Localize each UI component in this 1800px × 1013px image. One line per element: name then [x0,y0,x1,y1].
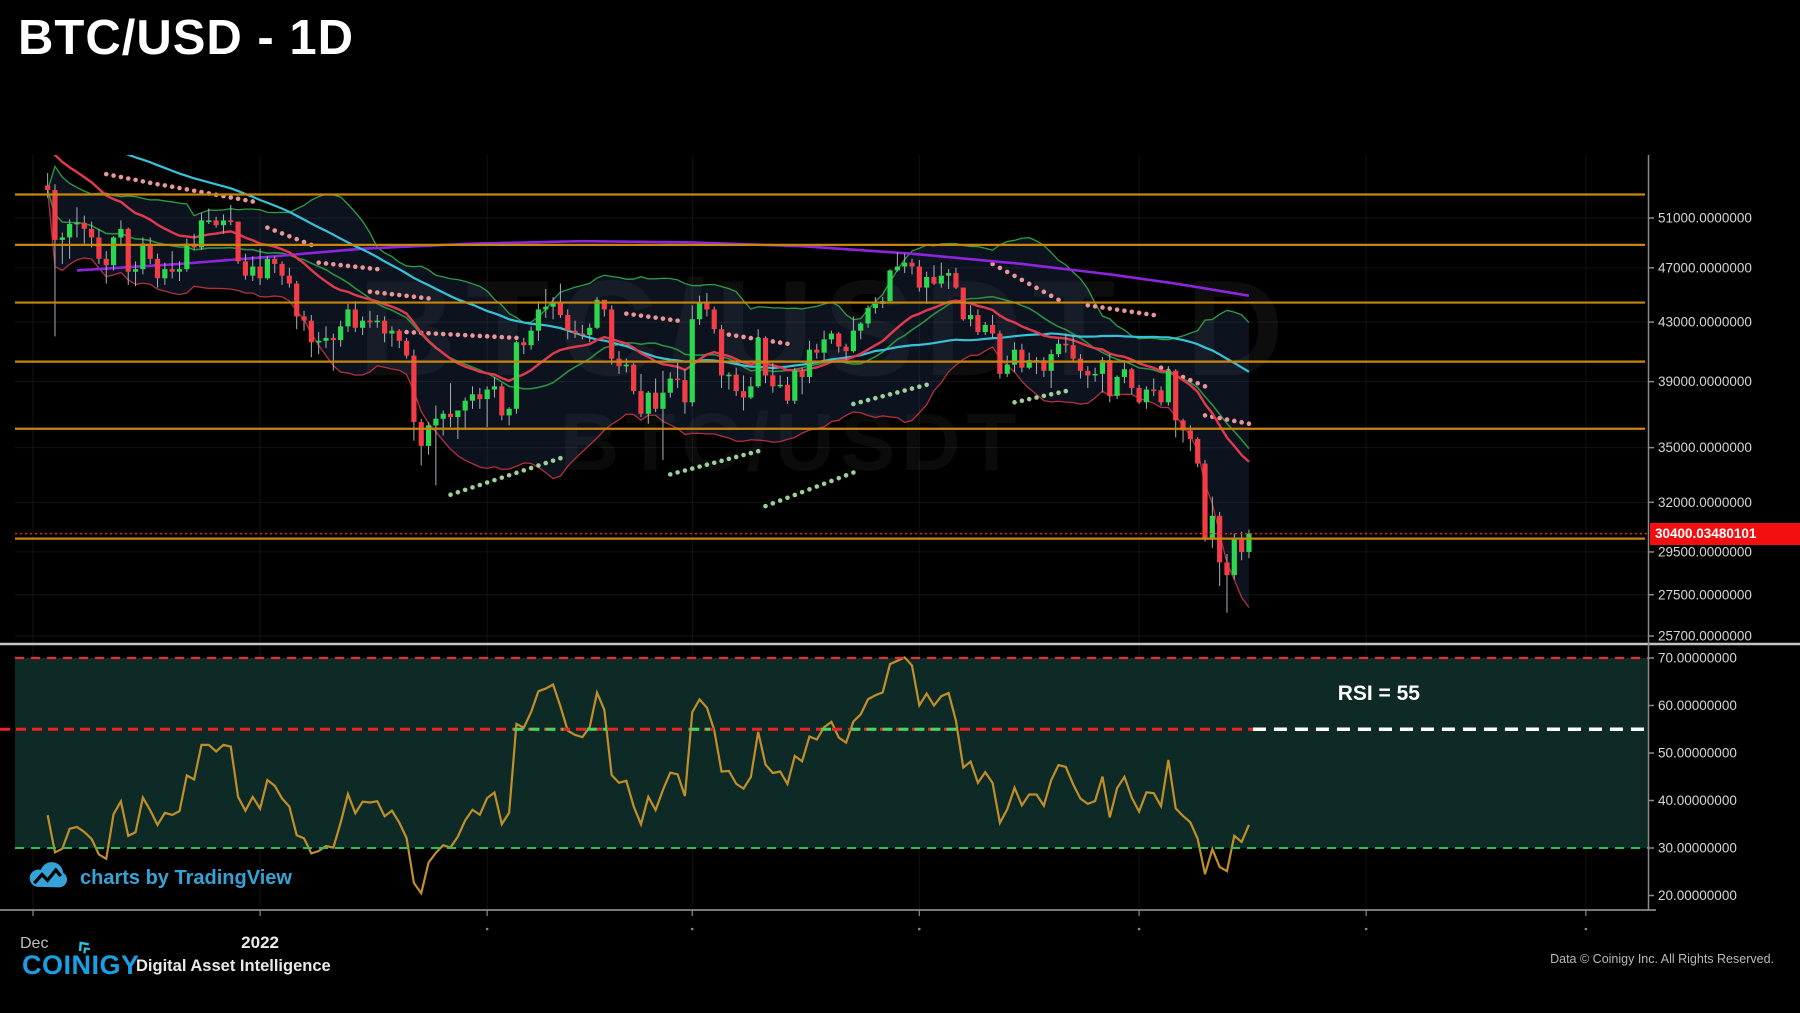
rsi-axis-tick: 20.00000000 [1658,888,1737,903]
price-axis-tick: 32000.0000000 [1658,495,1752,510]
tradingview-attribution-link[interactable]: charts by TradingView [26,858,292,898]
coinigy-wordmark: COINIGY [22,950,140,980]
last-price-tag: 30400.03480101 [1650,523,1800,545]
price-axis-tick: 35000.0000000 [1658,440,1752,455]
tradingview-attribution-label: charts by TradingView [80,866,292,889]
rsi-level-label: RSI = 55 [1337,682,1420,705]
rsi-axis-tick: 60.00000000 [1658,698,1737,713]
coinigy-accent-icon [70,937,93,960]
rsi-axis-tick: 50.00000000 [1658,746,1737,761]
price-axis-tick: 47000.0000000 [1658,260,1752,275]
rsi-axis-tick: 40.00000000 [1658,793,1737,808]
price-axis-tick: 43000.0000000 [1658,315,1752,330]
time-axis-label: Dec [20,935,48,952]
price-axis-tick: 29500.0000000 [1658,544,1752,559]
page-title: BTC/USD - 1D [18,11,354,65]
coinigy-tagline: Digital Asset Intelligence [136,957,331,975]
coinigy-logo: COINIGY [22,941,140,981]
copyright-credit: Data © Coinigy Inc. All Rights Reserved. [1550,952,1774,966]
rsi-axis-tick: 70.00000000 [1658,651,1737,666]
price-axis-tick: 51000.0000000 [1658,211,1752,226]
watermark-symbol-2: BTC/USDT [560,396,1023,490]
time-axis-label: 2022 [241,933,279,952]
price-axis-tick: 25700.0000000 [1658,629,1752,644]
price-axis-tick: 39000.0000000 [1658,374,1752,389]
rsi-axis-tick: 30.00000000 [1658,841,1737,856]
price-axis-tick: 27500.0000000 [1658,587,1752,602]
tradingview-cloud-icon [26,858,70,898]
